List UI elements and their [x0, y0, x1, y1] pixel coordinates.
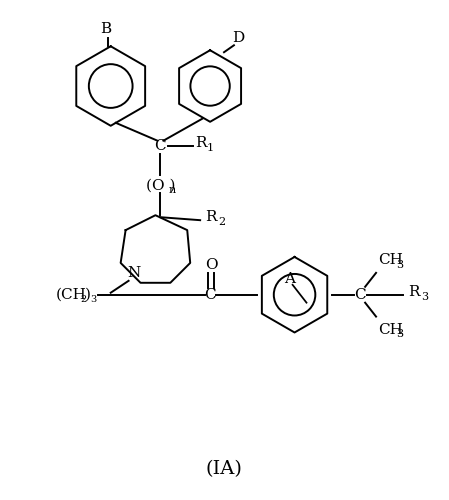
- Text: ): ): [85, 288, 91, 302]
- Text: 3: 3: [396, 330, 403, 340]
- Text: 2: 2: [218, 217, 225, 227]
- Text: 3: 3: [421, 292, 428, 302]
- Text: 3: 3: [396, 260, 403, 270]
- Text: B: B: [100, 22, 111, 36]
- Text: CH: CH: [378, 322, 403, 336]
- Text: C: C: [354, 288, 366, 302]
- Text: R: R: [205, 210, 216, 224]
- Text: (IA): (IA): [206, 460, 242, 477]
- Text: A: A: [284, 272, 295, 286]
- Text: (CH: (CH: [56, 288, 87, 302]
- Text: O: O: [205, 258, 217, 272]
- Text: R: R: [408, 284, 419, 298]
- Text: D: D: [232, 32, 244, 46]
- Text: 1: 1: [207, 142, 214, 152]
- Text: CH: CH: [378, 253, 403, 267]
- Text: C: C: [204, 288, 216, 302]
- Text: n: n: [168, 186, 176, 196]
- Text: (O ): (O ): [146, 178, 176, 192]
- Text: 3: 3: [90, 295, 96, 304]
- Text: N: N: [127, 266, 140, 280]
- Text: R: R: [195, 136, 207, 149]
- Text: C: C: [154, 138, 166, 152]
- Text: 2: 2: [80, 295, 86, 304]
